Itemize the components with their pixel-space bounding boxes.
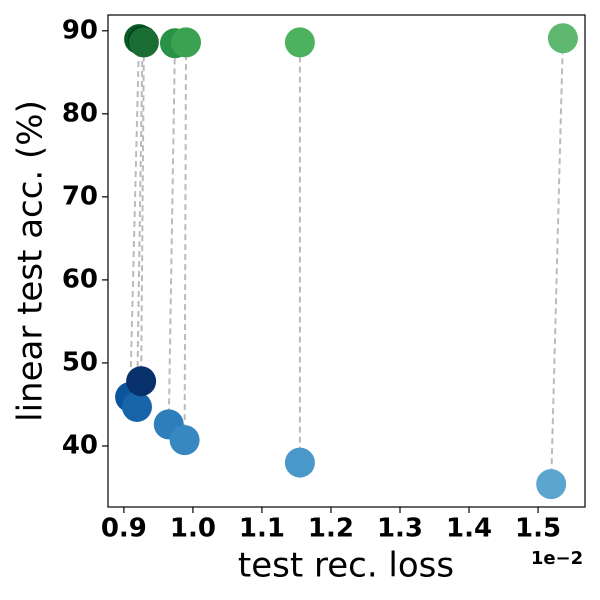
y-tick-label: 60	[62, 264, 98, 294]
point	[547, 23, 578, 54]
x-tick-label: 1.5	[515, 514, 561, 544]
y-tick-label: 90	[62, 15, 98, 45]
connector	[550, 38, 564, 485]
connector	[140, 42, 145, 382]
point	[284, 27, 315, 58]
x-tick-label: 1.2	[308, 514, 354, 544]
point	[169, 425, 200, 456]
x-axis-label: test rec. loss	[238, 546, 454, 586]
connector	[135, 40, 144, 407]
x-offset-label: 1e−2	[531, 548, 583, 569]
plot-frame	[107, 14, 586, 508]
point	[171, 27, 202, 58]
point	[536, 469, 567, 500]
y-axis-label: linear test acc. (%)	[11, 100, 51, 422]
y-tick-label: 50	[62, 347, 98, 377]
y-tick-label: 80	[62, 98, 98, 128]
point	[128, 27, 159, 58]
point	[284, 447, 315, 478]
connector	[183, 42, 188, 441]
point	[121, 391, 152, 422]
x-tick-label: 1.3	[377, 514, 423, 544]
x-tick-label: 0.9	[101, 514, 147, 544]
x-tick-label: 1.0	[170, 514, 216, 544]
x-tick-label: 1.4	[446, 514, 492, 544]
point	[126, 366, 157, 397]
y-tick-label: 40	[62, 430, 98, 460]
y-tick-label: 70	[62, 181, 98, 211]
connector	[167, 43, 176, 425]
x-tick-label: 1.1	[239, 514, 285, 544]
